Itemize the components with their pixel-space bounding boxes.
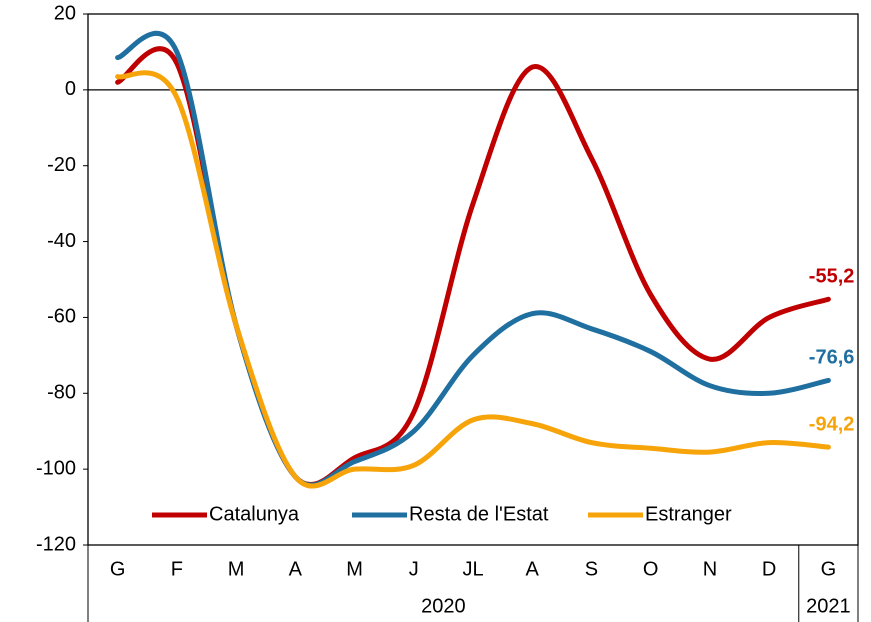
data-label: -94,2: [809, 413, 855, 435]
y-tick-label: 0: [65, 78, 76, 100]
x-tick-label: JL: [462, 558, 483, 580]
year-label: 2021: [806, 595, 851, 617]
x-tick-label: D: [762, 558, 776, 580]
x-tick-label: G: [110, 558, 126, 580]
legend-label: Resta de l'Estat: [409, 503, 549, 525]
x-tick-label: O: [643, 558, 659, 580]
x-tick-label: A: [289, 558, 303, 580]
legend-label: Catalunya: [209, 503, 300, 525]
x-tick-label: F: [171, 558, 183, 580]
data-label: -76,6: [809, 347, 855, 369]
legend-label: Estranger: [645, 503, 732, 525]
plot-frame: [87, 13, 859, 546]
y-tick-label: -20: [47, 154, 76, 176]
y-tick-label: -40: [47, 230, 76, 252]
x-tick-label: G: [821, 558, 837, 580]
data-label: -55,2: [809, 266, 855, 288]
y-tick-label: 20: [54, 2, 76, 24]
y-tick-label: -80: [47, 382, 76, 404]
year-label: 2020: [421, 595, 466, 617]
x-tick-label: M: [228, 558, 245, 580]
x-tick-label: S: [585, 558, 598, 580]
x-tick-label: A: [526, 558, 540, 580]
line: [115, 31, 831, 488]
x-tick-label: M: [346, 558, 363, 580]
x-tick-label: J: [409, 558, 419, 580]
y-tick-label: -60: [47, 306, 76, 328]
line: [115, 70, 831, 489]
y-tick-label: -100: [36, 457, 76, 479]
y-tick-label: -120: [36, 533, 76, 555]
x-tick-label: N: [703, 558, 717, 580]
